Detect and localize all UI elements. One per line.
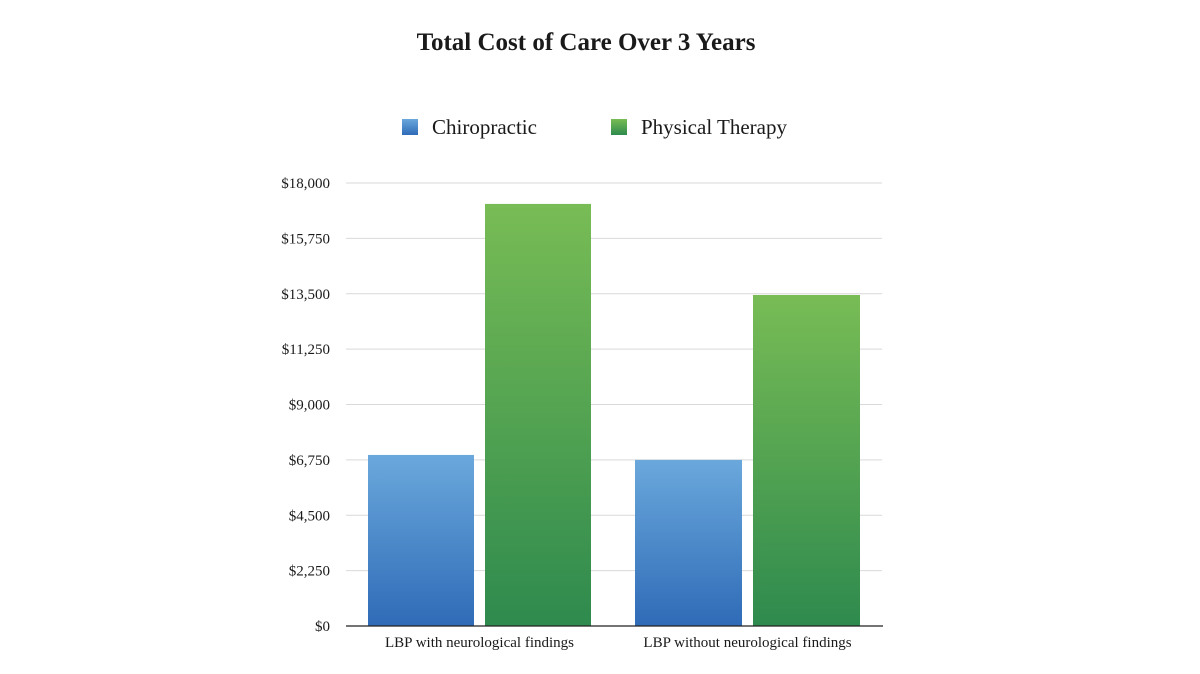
chart-title: Total Cost of Care Over 3 Years xyxy=(417,29,756,56)
bars xyxy=(368,203,860,627)
y-tick-label: $6,750 xyxy=(289,453,330,469)
legend-swatch xyxy=(611,119,627,135)
y-tick-label: $15,750 xyxy=(281,231,330,247)
bar-chiropractic xyxy=(368,454,474,626)
y-tick-label: $13,500 xyxy=(281,287,330,303)
y-tick-label: $2,250 xyxy=(289,564,330,580)
legend-item: Chiropractic xyxy=(402,115,537,139)
legend-label: Chiropractic xyxy=(432,115,537,139)
legend: Chiropractic Physical Therapy xyxy=(402,115,787,139)
y-tick-label: $18,000 xyxy=(281,176,330,192)
y-axis-ticks: $0 $2,250 $4,500 $6,750 $9,000 $11,250 $13,500… xyxy=(281,176,330,635)
bar-physical-therapy xyxy=(753,294,860,626)
x-axis-categories: LBP with neurological findings LBP withou… xyxy=(385,635,852,651)
x-category-label: LBP with neurological findings xyxy=(385,635,574,651)
x-category-label: LBP without neurological findings xyxy=(643,635,851,651)
y-tick-label: $11,250 xyxy=(282,342,330,358)
legend-item: Physical Therapy xyxy=(611,115,787,139)
legend-label: Physical Therapy xyxy=(641,115,787,139)
y-tick-label: $4,500 xyxy=(289,508,330,524)
legend-swatch xyxy=(402,119,418,135)
bar-physical-therapy xyxy=(485,203,591,627)
y-tick-label: $9,000 xyxy=(289,398,330,414)
bar-chiropractic xyxy=(635,459,742,626)
y-tick-label: $0 xyxy=(315,619,330,635)
